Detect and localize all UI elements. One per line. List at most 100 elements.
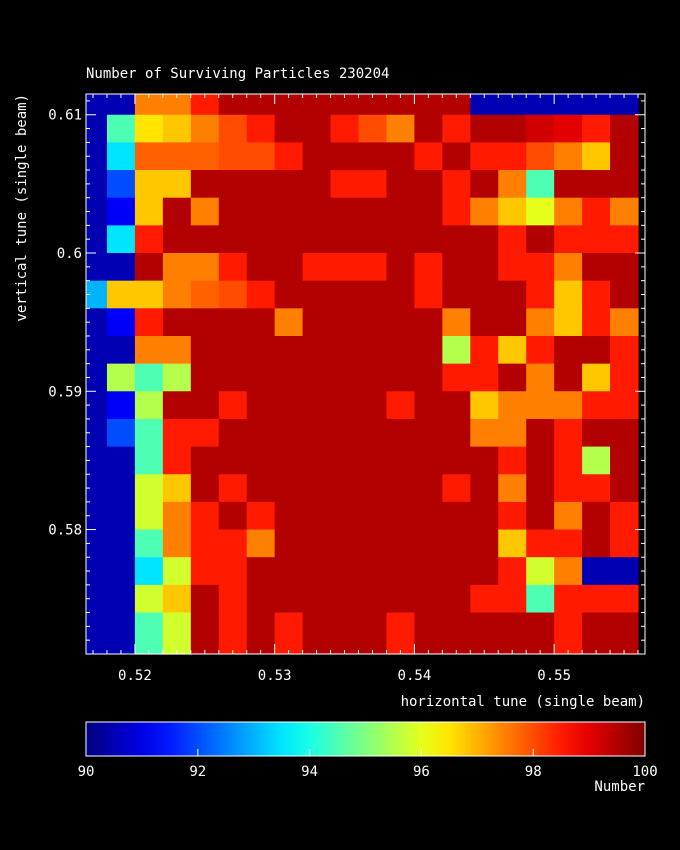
heatmap-cell bbox=[190, 529, 220, 558]
heatmap-cell bbox=[554, 640, 583, 655]
heatmap-cell bbox=[86, 640, 108, 655]
colorbar-tick-label: 98 bbox=[525, 764, 542, 780]
colorbar-tick-label: 90 bbox=[78, 764, 95, 780]
heatmap-cell bbox=[414, 142, 443, 171]
heatmap-cell bbox=[106, 640, 136, 655]
heatmap-cell bbox=[106, 612, 136, 641]
heatmap-cell bbox=[162, 197, 192, 226]
heatmap-cell bbox=[358, 474, 388, 503]
colorbar bbox=[85, 721, 646, 757]
heatmap-cell bbox=[274, 308, 304, 337]
heatmap-cell bbox=[386, 557, 416, 586]
heatmap-cell bbox=[526, 557, 555, 586]
heatmap-cell bbox=[218, 170, 248, 199]
heatmap-cell bbox=[470, 474, 499, 503]
heatmap-cell bbox=[554, 391, 583, 420]
heatmap-cell bbox=[610, 335, 639, 365]
heatmap-cell bbox=[218, 253, 248, 282]
heatmap-cell bbox=[106, 363, 136, 392]
heatmap-cell bbox=[610, 114, 639, 143]
heatmap-cell bbox=[86, 474, 108, 503]
heatmap-cell bbox=[190, 170, 220, 199]
heatmap-cell bbox=[442, 474, 471, 503]
heatmap-cell bbox=[218, 529, 248, 558]
heatmap-cell bbox=[246, 308, 276, 337]
heatmap-cell bbox=[414, 391, 443, 420]
heatmap-cell bbox=[582, 253, 611, 282]
heatmap-cell bbox=[358, 142, 388, 171]
heatmap-cell bbox=[274, 335, 304, 365]
heatmap-cell bbox=[302, 418, 332, 448]
heatmap-cell bbox=[526, 170, 555, 199]
heatmap-cell bbox=[526, 335, 555, 365]
heatmap-cell bbox=[498, 418, 527, 448]
heatmap-cell bbox=[610, 640, 639, 655]
heatmap-cell bbox=[358, 94, 388, 116]
heatmap-cell bbox=[414, 197, 443, 226]
heatmap-cell bbox=[218, 474, 248, 503]
heatmap-cell bbox=[414, 584, 443, 614]
heatmap-cell bbox=[218, 280, 248, 309]
heatmap-cell bbox=[274, 363, 304, 392]
heatmap-cell bbox=[190, 446, 220, 475]
heatmap-cell bbox=[498, 335, 527, 365]
heatmap-cell bbox=[134, 253, 164, 282]
heatmap-cell bbox=[218, 335, 248, 365]
heatmap-cell bbox=[134, 280, 164, 309]
heatmap-cell bbox=[190, 640, 220, 655]
heatmap-cell bbox=[162, 584, 192, 614]
heatmap-cell bbox=[386, 640, 416, 655]
heatmap-cell bbox=[86, 612, 108, 641]
heatmap-cell bbox=[246, 142, 276, 171]
heatmap-cell bbox=[386, 363, 416, 392]
heatmap-cell bbox=[386, 225, 416, 254]
heatmap-cell bbox=[498, 170, 527, 199]
heatmap-cell bbox=[554, 197, 583, 226]
heatmap-cell bbox=[442, 142, 471, 171]
heatmap-cell bbox=[442, 501, 471, 531]
heatmap-cell bbox=[526, 418, 555, 448]
heatmap-cell bbox=[86, 529, 108, 558]
heatmap-cell bbox=[302, 640, 332, 655]
heatmap-cell bbox=[582, 197, 611, 226]
heatmap-cell bbox=[274, 170, 304, 199]
heatmap-cell bbox=[218, 225, 248, 254]
heatmap-cell bbox=[162, 474, 192, 503]
heatmap-cell bbox=[498, 529, 527, 558]
heatmap-cell bbox=[274, 114, 304, 143]
heatmap-cell bbox=[442, 612, 471, 641]
heatmap-cell bbox=[582, 94, 611, 116]
heatmap-cell bbox=[86, 335, 108, 365]
heatmap-cell bbox=[330, 335, 360, 365]
heatmap-cell bbox=[302, 446, 332, 475]
heatmap-cell bbox=[554, 446, 583, 475]
heatmap-cell bbox=[302, 225, 332, 254]
heatmap-cell bbox=[526, 584, 555, 614]
heatmap-cell bbox=[470, 225, 499, 254]
heatmap-cell bbox=[470, 501, 499, 531]
heatmap-cell bbox=[106, 197, 136, 226]
heatmap-cell bbox=[414, 529, 443, 558]
heatmap-cell bbox=[442, 253, 471, 282]
heatmap-cell bbox=[554, 363, 583, 392]
heatmap-cell bbox=[358, 170, 388, 199]
heatmap-cell bbox=[302, 94, 332, 116]
heatmap-cell bbox=[190, 225, 220, 254]
heatmap-cell bbox=[86, 114, 108, 143]
heatmap-cell bbox=[554, 474, 583, 503]
heatmap-cell bbox=[470, 114, 499, 143]
heatmap-cell bbox=[302, 612, 332, 641]
heatmap-cell bbox=[414, 640, 443, 655]
x-axis-ticks: 0.52 0.53 0.54 0.55 bbox=[92, 94, 639, 684]
chart-title: Number of Surviving Particles 230204 bbox=[86, 66, 389, 82]
heatmap-cell bbox=[470, 197, 499, 226]
heatmap-cell bbox=[302, 529, 332, 558]
heatmap-cell bbox=[106, 114, 136, 143]
heatmap-cell bbox=[470, 391, 499, 420]
heatmap-cell bbox=[414, 446, 443, 475]
heatmap-cell bbox=[162, 308, 192, 337]
heatmap-cell bbox=[582, 557, 611, 586]
heatmap-cell bbox=[414, 474, 443, 503]
heatmap-cell bbox=[106, 391, 136, 420]
heatmap-cell bbox=[610, 280, 639, 309]
